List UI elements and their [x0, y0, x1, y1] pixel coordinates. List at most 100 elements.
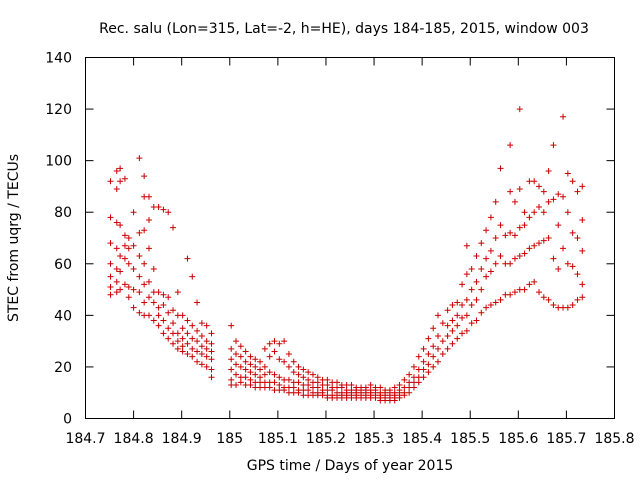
data-point	[290, 358, 297, 365]
data-point	[560, 245, 567, 252]
data-point	[454, 312, 461, 319]
data-point	[252, 363, 259, 370]
data-point	[507, 229, 514, 236]
data-point	[468, 320, 475, 327]
data-point	[435, 345, 442, 352]
data-point	[117, 268, 124, 275]
data-point	[521, 250, 528, 257]
data-point	[150, 299, 157, 306]
data-point	[492, 299, 499, 306]
data-point	[483, 304, 490, 311]
data-point	[560, 113, 567, 120]
data-point	[247, 353, 254, 360]
data-point	[165, 294, 172, 301]
data-point	[295, 363, 302, 370]
data-point	[141, 281, 148, 288]
data-point	[459, 302, 466, 309]
data-point	[290, 369, 297, 376]
data-point	[281, 338, 288, 345]
data-point	[266, 384, 273, 391]
data-point	[145, 294, 152, 301]
data-point	[410, 384, 417, 391]
data-point	[396, 394, 403, 401]
data-point	[145, 278, 152, 285]
data-point	[242, 358, 249, 365]
data-point	[507, 188, 514, 195]
data-point	[179, 343, 186, 350]
data-point	[574, 188, 581, 195]
data-point	[391, 397, 398, 404]
data-point	[324, 376, 331, 383]
data-point	[348, 381, 355, 388]
data-point	[305, 369, 312, 376]
y-tick-label: 80	[54, 205, 72, 221]
data-point	[194, 327, 201, 334]
data-point	[564, 209, 571, 216]
data-point	[125, 294, 132, 301]
data-point	[555, 191, 562, 198]
x-tick-label: 185.5	[450, 431, 490, 447]
chart-title: Rec. salu (Lon=315, Lat=-2, h=HE), days …	[99, 21, 589, 37]
data-point	[237, 379, 244, 386]
x-axis-label: GPS time / Days of year 2015	[247, 458, 454, 474]
data-point	[194, 299, 201, 306]
data-point	[511, 198, 518, 205]
x-tick-label: 184.8	[114, 431, 154, 447]
data-point	[179, 348, 186, 355]
data-point	[130, 209, 137, 216]
data-point	[545, 235, 552, 241]
data-point	[285, 363, 292, 370]
data-point	[459, 314, 466, 321]
data-point	[425, 335, 432, 342]
data-point	[295, 371, 302, 378]
data-point	[189, 353, 196, 360]
data-point	[516, 186, 523, 193]
data-point	[107, 283, 114, 290]
data-point	[237, 363, 244, 370]
data-point	[449, 317, 456, 324]
data-point	[435, 358, 442, 365]
data-point	[540, 209, 547, 216]
data-point	[233, 338, 240, 345]
data-point	[107, 260, 114, 267]
data-point	[545, 296, 552, 303]
data-point	[285, 351, 292, 358]
data-point	[497, 253, 504, 260]
x-tick-label: 185.3	[354, 431, 394, 447]
data-point	[174, 289, 181, 296]
data-point	[439, 320, 446, 327]
data-point	[564, 260, 571, 267]
data-points	[107, 106, 586, 404]
data-point	[208, 348, 215, 355]
data-point	[233, 381, 240, 388]
data-point	[136, 155, 143, 162]
y-tick-label: 20	[54, 360, 72, 376]
data-point	[473, 278, 480, 285]
data-point	[449, 327, 456, 334]
data-point	[314, 374, 321, 381]
data-point	[550, 255, 557, 262]
data-point	[252, 356, 259, 363]
data-point	[521, 286, 528, 293]
x-tick-label: 185.2	[306, 431, 346, 447]
axis-ticks: 184.7 184.8 184.9 185 185.1 185.2 185.3 185.4 18…	[45, 51, 634, 448]
data-point	[107, 273, 114, 280]
data-point	[107, 214, 114, 221]
y-tick-label: 60	[54, 257, 72, 273]
data-point	[430, 325, 437, 332]
data-point	[145, 312, 152, 319]
data-point	[521, 222, 528, 229]
data-point	[136, 309, 143, 316]
data-point	[555, 222, 562, 229]
data-point	[435, 312, 442, 319]
data-point	[233, 351, 240, 358]
data-point	[276, 381, 283, 388]
data-point	[511, 289, 518, 296]
data-point	[141, 299, 148, 306]
data-point	[247, 376, 254, 383]
data-point	[261, 345, 268, 352]
data-point	[487, 214, 494, 221]
data-point	[198, 332, 205, 339]
data-point	[208, 374, 215, 381]
data-point	[179, 325, 186, 332]
